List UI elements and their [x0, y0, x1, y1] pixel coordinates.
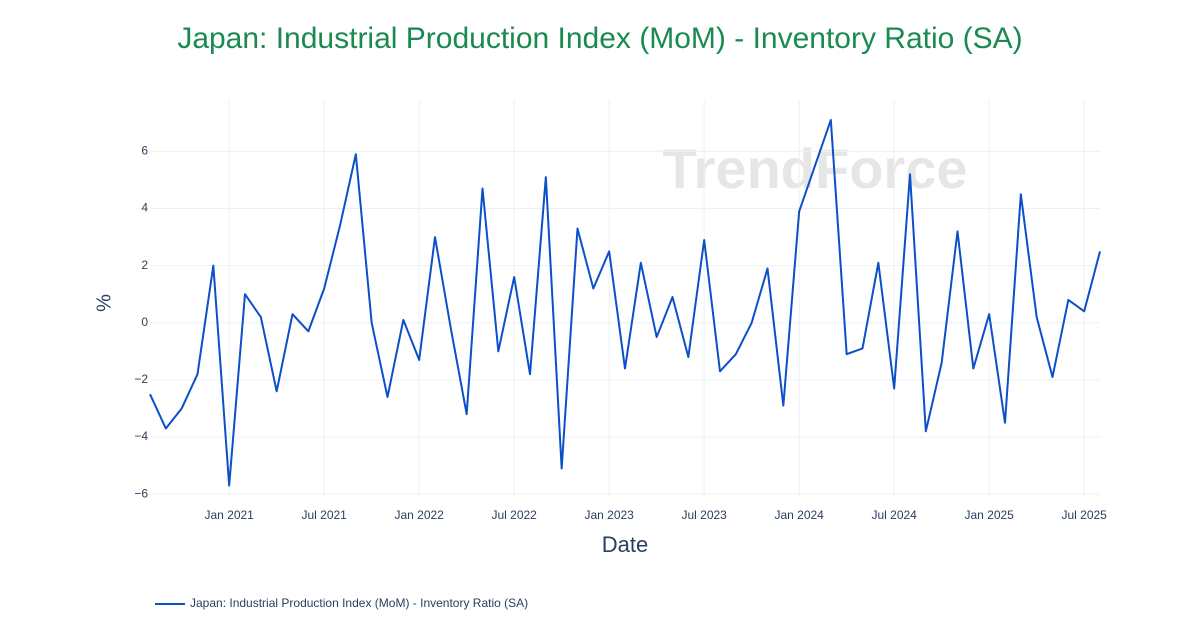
x-tick-label: Jan 2024 [774, 508, 824, 522]
chart-title: Japan: Industrial Production Index (MoM)… [177, 22, 1022, 55]
x-tick-label: Jan 2025 [964, 508, 1014, 522]
y-tick-label: 6 [141, 144, 148, 158]
y-tick-label: 2 [141, 258, 148, 272]
y-tick-label: −4 [134, 429, 148, 443]
x-tick-label: Jul 2023 [681, 508, 727, 522]
y-tick-label: 0 [141, 315, 148, 329]
x-tick-label: Jul 2024 [871, 508, 917, 522]
y-tick-label: −6 [134, 486, 148, 500]
x-tick-label: Jan 2021 [204, 508, 254, 522]
x-tick-label: Jan 2023 [584, 508, 634, 522]
x-tick-label: Jul 2025 [1061, 508, 1107, 522]
x-axis-title: Date [602, 532, 648, 557]
x-tick-label: Jul 2021 [301, 508, 347, 522]
y-axis-title: % [93, 294, 115, 312]
legend-label: Japan: Industrial Production Index (MoM)… [190, 596, 528, 610]
data-line [149, 118, 1101, 487]
x-tick-label: Jan 2022 [394, 508, 444, 522]
y-tick-label: −2 [134, 372, 148, 386]
x-tick-label: Jul 2022 [491, 508, 537, 522]
y-tick-label: 4 [141, 201, 148, 215]
